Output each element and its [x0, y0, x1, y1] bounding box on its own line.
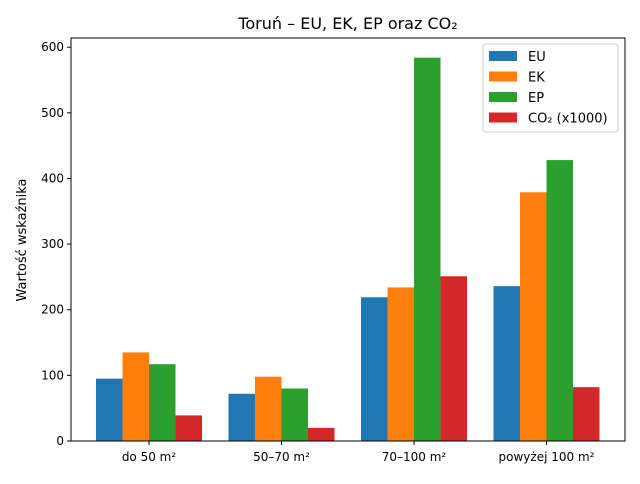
y-tick-label: 0	[56, 434, 64, 448]
y-tick-label: 600	[41, 40, 64, 54]
bar-eu-1	[228, 393, 255, 441]
chart-title: Toruń – EU, EK, EP oraz CO₂	[237, 14, 457, 33]
bar-ep-3	[546, 160, 573, 442]
bar-ep-2	[414, 57, 441, 442]
bar-co-x1000--0	[175, 415, 202, 441]
x-tick-label: 70–100 m²	[382, 450, 447, 464]
y-tick-label: 300	[41, 237, 64, 251]
x-tick-label: powyżej 100 m²	[499, 450, 595, 464]
bar-ek-3	[520, 192, 547, 441]
legend-label: EK	[528, 71, 545, 86]
legend-label: CO₂ (x1000)	[528, 112, 608, 127]
legend-label: EP	[528, 91, 544, 106]
legend-box	[482, 43, 619, 133]
bar-eu-2	[361, 297, 388, 441]
bar-co-x1000--2	[440, 276, 467, 441]
bar-ep-0	[149, 364, 176, 441]
y-axis-label: Wartość wskaźnika	[15, 178, 30, 301]
bar-ek-2	[387, 287, 414, 441]
y-tick-label: 100	[41, 368, 64, 382]
legend-swatch	[489, 71, 517, 82]
legend-label: EU	[528, 50, 546, 65]
bar-ek-1	[255, 376, 282, 441]
legend-swatch	[489, 112, 517, 123]
bar-ek-0	[122, 352, 149, 441]
x-tick-label: do 50 m²	[122, 450, 177, 464]
bar-co-x1000--3	[573, 387, 600, 441]
y-tick-label: 500	[41, 106, 64, 120]
x-tick-label: 50–70 m²	[253, 450, 310, 464]
y-tick-label: 200	[41, 303, 64, 317]
bar-eu-3	[493, 286, 520, 441]
legend-swatch	[489, 51, 517, 61]
bar-eu-0	[96, 378, 123, 441]
bar-co-x1000--1	[308, 427, 335, 441]
plot-frame	[70, 37, 626, 442]
legend-swatch	[489, 92, 517, 102]
bar-ep-1	[281, 388, 308, 441]
y-tick-label: 400	[41, 171, 64, 185]
